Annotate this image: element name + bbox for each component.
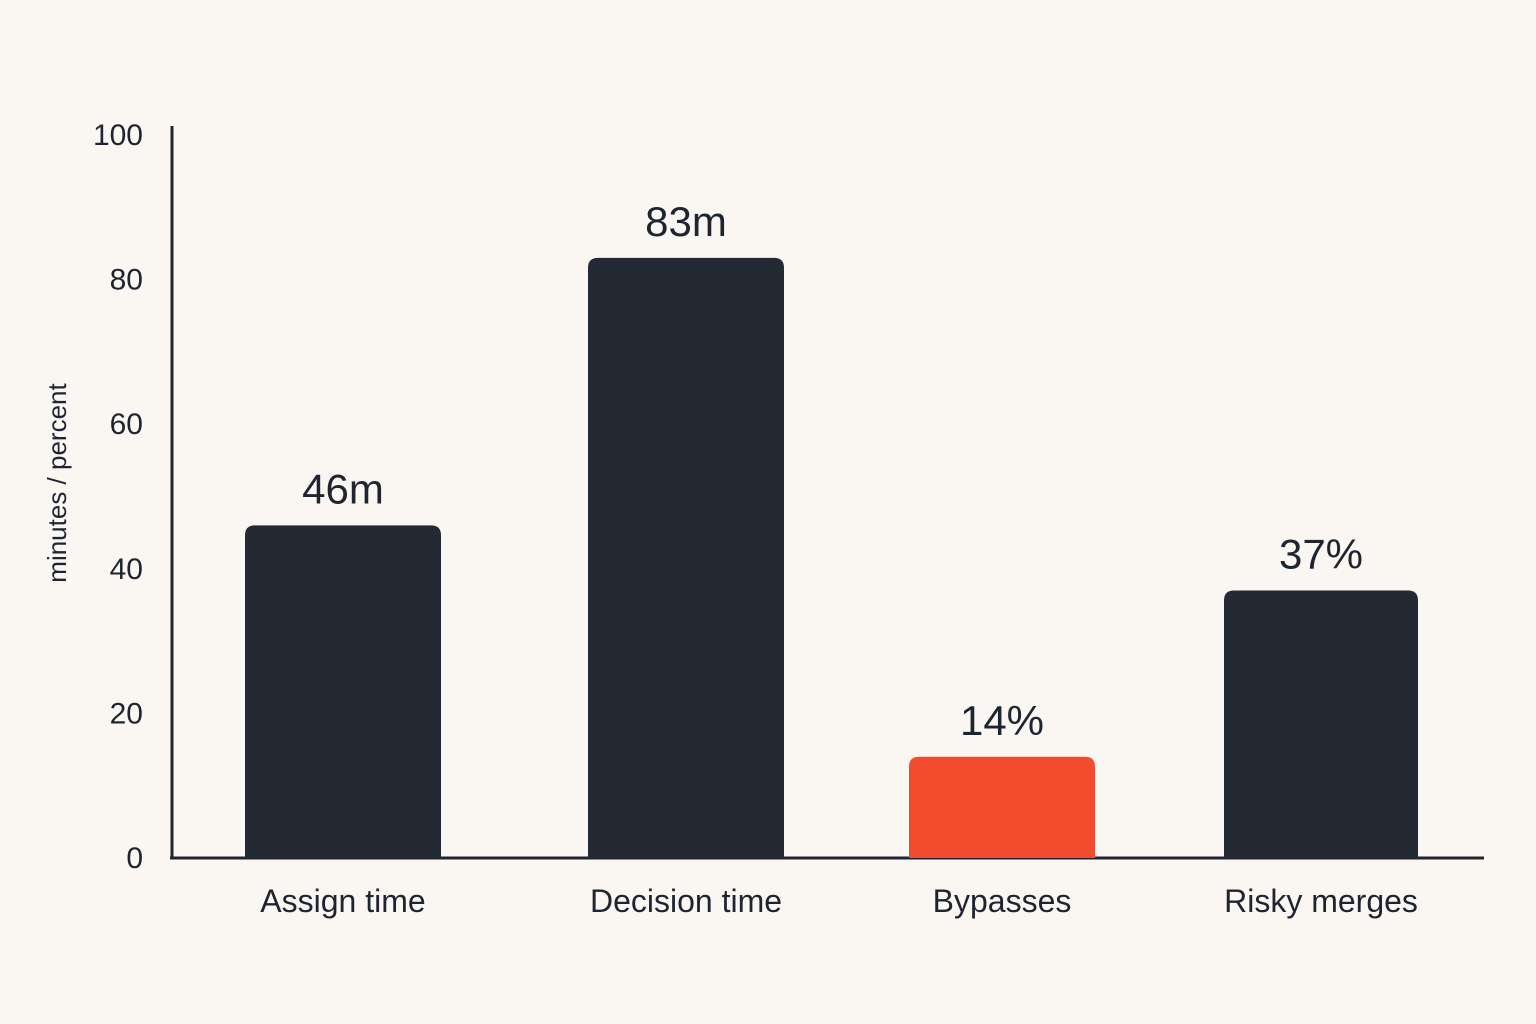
y-tick-label: 20 [110, 697, 143, 730]
x-tick-label: Decision time [590, 883, 782, 919]
value-labels: 46m 83m 14% 37% [302, 198, 1363, 744]
y-axis-title: minutes / percent [42, 383, 72, 583]
x-tick-label: Assign time [260, 883, 425, 919]
y-tick-label: 100 [93, 119, 143, 152]
bar [1224, 590, 1418, 858]
bar-value-label: 14% [960, 697, 1044, 744]
x-tick-label: Bypasses [933, 883, 1072, 919]
y-tick-label: 60 [110, 408, 143, 441]
y-tick-labels: 0 20 40 60 80 100 [93, 119, 143, 875]
y-tick-label: 80 [110, 264, 143, 297]
x-tick-label: Risky merges [1224, 883, 1418, 919]
bar [909, 756, 1095, 858]
bar-value-label: 46m [302, 465, 384, 512]
category-labels: Assign time Decision time Bypasses Risky me… [260, 883, 1418, 919]
bars [245, 257, 1418, 858]
y-axis: 0 20 40 60 80 100 minutes / percent [42, 119, 174, 875]
bar-value-label: 83m [645, 198, 727, 245]
bar-value-label: 37% [1279, 530, 1363, 577]
bar [588, 257, 784, 858]
y-tick-label: 0 [126, 842, 143, 875]
bar [245, 525, 441, 858]
y-tick-label: 40 [110, 553, 143, 586]
